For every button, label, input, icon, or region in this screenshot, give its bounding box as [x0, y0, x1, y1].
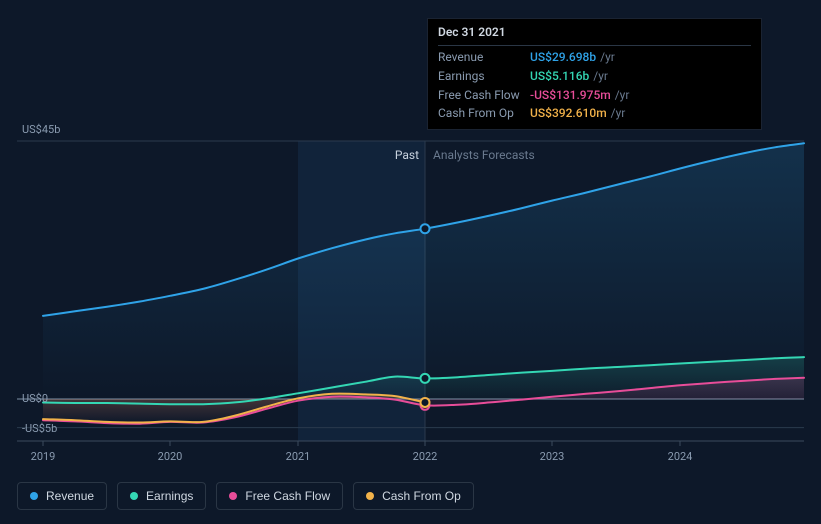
- legend-dot-icon: [130, 492, 138, 500]
- legend: Revenue Earnings Free Cash Flow Cash From O…: [17, 482, 474, 510]
- legend-dot-icon: [229, 492, 237, 500]
- x-axis-label: 2020: [158, 450, 183, 463]
- tooltip-value: US$29.698b: [530, 49, 596, 66]
- x-axis-label: 2023: [540, 450, 565, 463]
- tooltip-label: Cash From Op: [438, 105, 530, 122]
- chart-tooltip: Dec 31 2021 RevenueUS$29.698b/yrEarnings…: [427, 18, 762, 130]
- marker-earnings: [421, 374, 430, 383]
- tooltip-unit: /yr: [615, 87, 630, 104]
- x-axis-label: 2024: [668, 450, 693, 463]
- marker-revenue: [421, 224, 430, 233]
- tooltip-divider: [438, 45, 751, 46]
- y-axis-label: -US$5b: [22, 422, 57, 435]
- x-axis-label: 2022: [413, 450, 438, 463]
- tooltip-value: US$5.116b: [530, 68, 589, 85]
- legend-item-earnings[interactable]: Earnings: [117, 482, 206, 510]
- tooltip-unit: /yr: [611, 105, 626, 122]
- y-axis-label: US$45b: [22, 123, 60, 136]
- legend-label: Free Cash Flow: [245, 489, 330, 503]
- tooltip-unit: /yr: [600, 49, 615, 66]
- tooltip-label: Free Cash Flow: [438, 87, 530, 104]
- y-axis-label: US$0: [22, 392, 48, 405]
- x-axis-label: 2021: [286, 450, 311, 463]
- legend-item-fcf[interactable]: Free Cash Flow: [216, 482, 343, 510]
- tooltip-unit: /yr: [593, 68, 608, 85]
- tooltip-row: Cash From OpUS$392.610m/yr: [438, 104, 751, 123]
- legend-label: Earnings: [146, 489, 193, 503]
- tooltip-row: Free Cash Flow-US$131.975m/yr: [438, 86, 751, 105]
- tooltip-value: US$392.610m: [530, 105, 607, 122]
- past-label: Past: [395, 148, 419, 162]
- legend-label: Cash From Op: [382, 489, 461, 503]
- tooltip-label: Earnings: [438, 68, 530, 85]
- tooltip-row: EarningsUS$5.116b/yr: [438, 67, 751, 86]
- tooltip-value: -US$131.975m: [530, 87, 611, 104]
- legend-dot-icon: [30, 492, 38, 500]
- tooltip-label: Revenue: [438, 49, 530, 66]
- tooltip-rows: RevenueUS$29.698b/yrEarningsUS$5.116b/yr…: [438, 48, 751, 123]
- legend-item-cfo[interactable]: Cash From Op: [353, 482, 474, 510]
- legend-item-revenue[interactable]: Revenue: [17, 482, 107, 510]
- tooltip-date: Dec 31 2021: [438, 25, 751, 43]
- tooltip-row: RevenueUS$29.698b/yr: [438, 48, 751, 67]
- forecast-label: Analysts Forecasts: [433, 148, 535, 162]
- legend-dot-icon: [366, 492, 374, 500]
- legend-label: Revenue: [46, 489, 94, 503]
- marker-cfo: [421, 398, 430, 407]
- x-axis-label: 2019: [31, 450, 56, 463]
